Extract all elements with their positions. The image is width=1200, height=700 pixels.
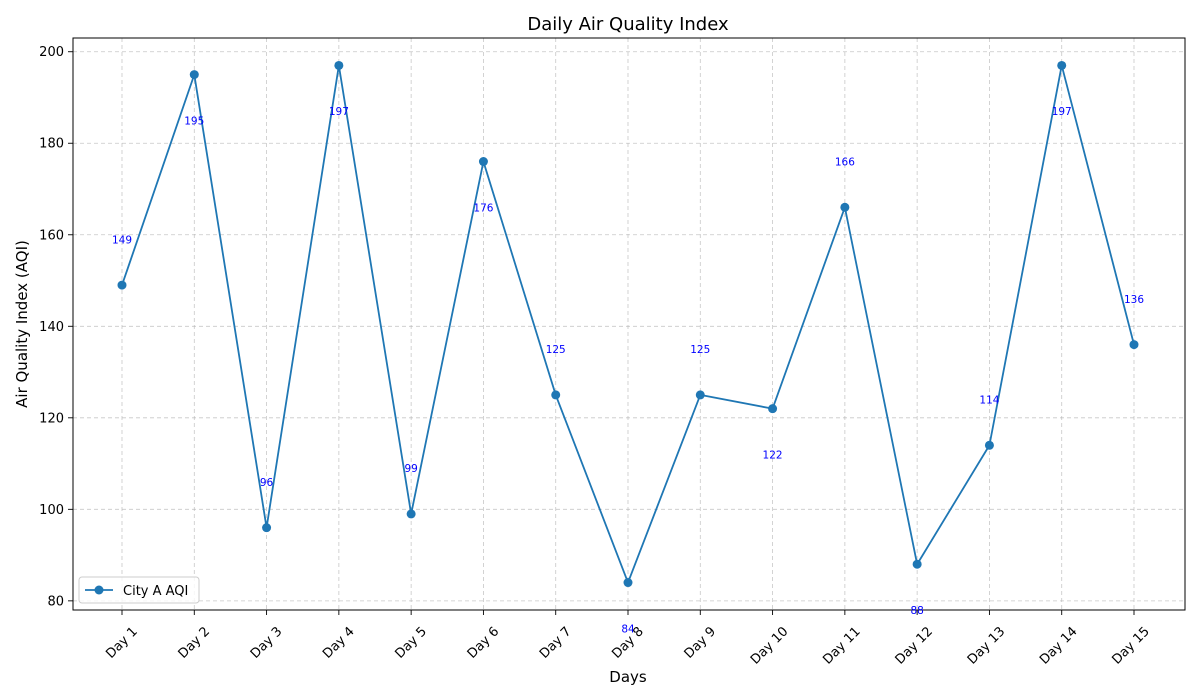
y-tick-label: 200 <box>39 45 64 60</box>
data-label: 166 <box>835 157 855 169</box>
data-point <box>912 559 922 569</box>
data-label: 195 <box>184 115 204 127</box>
y-axis-label: Air Quality Index (AQI) <box>13 240 31 408</box>
legend: City A AQI <box>78 576 200 604</box>
legend-box <box>78 576 200 604</box>
data-label: 136 <box>1124 294 1144 306</box>
plot-frame <box>72 37 1186 611</box>
x-axis-label: Days <box>609 668 647 686</box>
data-label: 197 <box>329 106 349 118</box>
legend-marker <box>94 585 104 595</box>
data-label: 149 <box>112 234 132 246</box>
y-tick-label: 80 <box>47 594 64 609</box>
data-point <box>1057 60 1067 70</box>
y-tick-label: 140 <box>39 320 64 335</box>
data-label: 125 <box>546 344 566 356</box>
series-layer <box>117 60 1139 588</box>
data-point <box>478 157 488 167</box>
legend-label: City A AQI <box>123 584 188 599</box>
y-tick-label: 180 <box>39 137 64 152</box>
data-label: 125 <box>690 344 710 356</box>
y-tick-label: 120 <box>39 411 64 426</box>
axes <box>68 37 1186 615</box>
data-label: 84 <box>621 623 635 635</box>
data-label: 176 <box>473 202 493 214</box>
data-label: 99 <box>404 463 417 475</box>
data-label: 114 <box>979 395 999 407</box>
chart-title: Daily Air Quality Index <box>527 14 729 35</box>
data-point <box>695 390 705 400</box>
y-tick-label: 160 <box>39 228 64 243</box>
data-label: 122 <box>763 449 783 461</box>
data-point <box>189 70 199 80</box>
data-point <box>984 440 994 450</box>
data-point <box>117 280 127 290</box>
y-tick-label: 100 <box>39 503 64 518</box>
data-point <box>262 523 272 533</box>
data-label: 96 <box>260 477 274 489</box>
data-point <box>840 202 850 212</box>
data-label: 88 <box>910 605 923 617</box>
data-point <box>334 60 344 70</box>
data-label: 197 <box>1052 106 1072 118</box>
data-point <box>1129 340 1139 350</box>
data-point <box>551 390 561 400</box>
data-labels: 149 195 96 197 99 176 125 84 125 122 166 88 114 197 13… <box>112 106 1144 635</box>
data-point <box>406 509 416 519</box>
data-point <box>623 578 633 588</box>
data-point <box>768 404 778 414</box>
